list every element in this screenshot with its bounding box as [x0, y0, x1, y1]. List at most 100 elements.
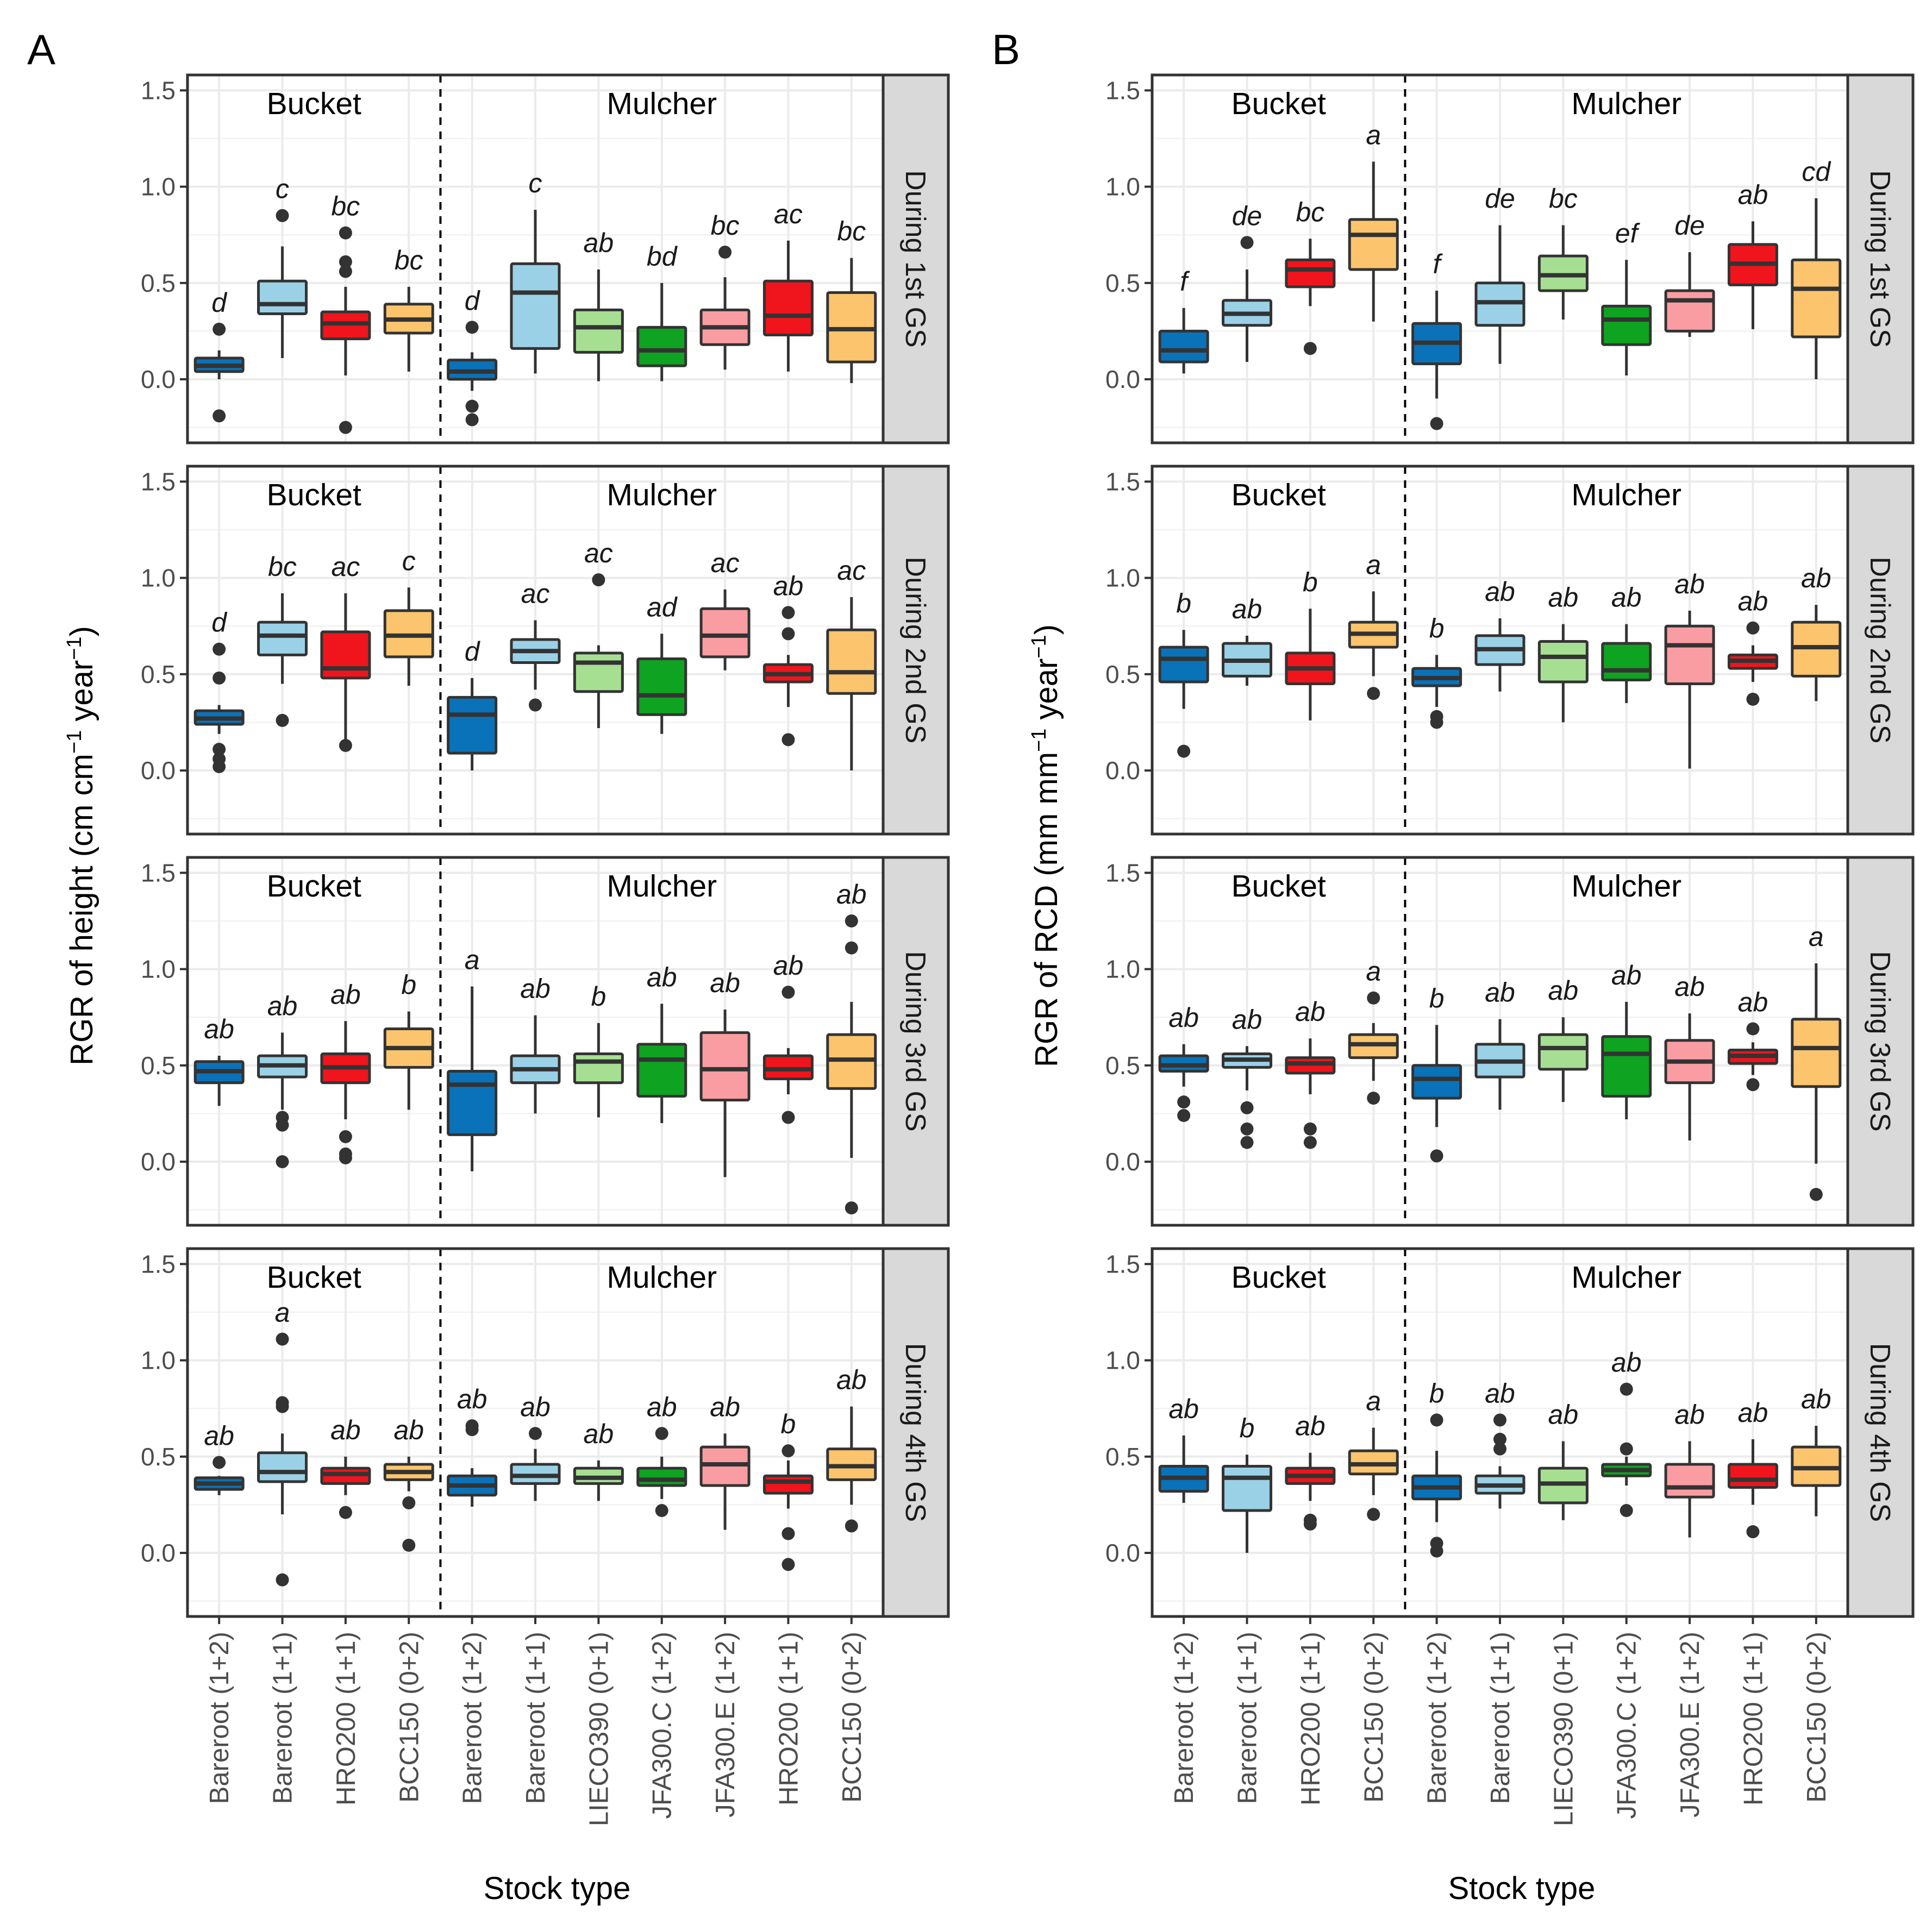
outlier-point [1430, 1413, 1443, 1427]
box-9: ab [699, 1392, 751, 1530]
significance-letter: b [1240, 1413, 1255, 1443]
significance-letter: ab [1168, 1394, 1199, 1424]
significance-letter: de [1674, 210, 1705, 241]
outlier-point [276, 1573, 289, 1587]
y-tick-label: 1.5 [141, 858, 176, 887]
significance-letter: c [276, 174, 289, 204]
box-9: ab [699, 968, 751, 1177]
box-5: a [447, 944, 498, 1171]
box-3: bc [320, 191, 371, 434]
outlier-point [781, 1558, 795, 1571]
significance-letter: ac [584, 538, 613, 568]
outlier-point [339, 1151, 352, 1164]
outlier-point [781, 733, 795, 747]
box-7: ab [573, 1419, 624, 1501]
box-8: ab [1601, 582, 1652, 703]
box-9: bc [699, 210, 751, 370]
y-tick-label: 0.5 [141, 1051, 176, 1080]
significance-letter: ab [1738, 1397, 1768, 1428]
y-tick-label: 0.0 [141, 1539, 176, 1567]
y-tick-label: 0.0 [141, 1148, 176, 1176]
outlier-point [781, 627, 795, 641]
significance-letter: d [465, 636, 481, 667]
outlier-point [1430, 417, 1443, 430]
x-tick-label: HRO200 (1+1) [1296, 1632, 1325, 1806]
outlier-point [212, 743, 226, 756]
outlier-point [339, 1130, 352, 1143]
box-body [699, 1031, 751, 1102]
box-2: ab [1222, 1004, 1273, 1149]
box-10: ab [1727, 1397, 1778, 1539]
significance-letter: ab [1168, 1002, 1199, 1033]
y-tick-label: 0.5 [1105, 269, 1140, 297]
box-body [1601, 642, 1652, 681]
group-label-bucket: Bucket [1231, 478, 1326, 512]
box-2: ab [257, 991, 308, 1169]
facet-strip [881, 856, 950, 1227]
significance-letter: ab [1548, 582, 1579, 613]
box-body [1601, 304, 1652, 346]
outlier-point [339, 1506, 352, 1519]
box-5: b [1411, 1378, 1462, 1558]
box-10: ab [1727, 586, 1778, 706]
significance-letter: ab [1485, 576, 1515, 607]
box-body [447, 1069, 498, 1136]
box-6: ab [1474, 977, 1525, 1110]
group-label-mulcher: Mulcher [1571, 869, 1681, 904]
group-label-mulcher: Mulcher [1571, 86, 1681, 121]
outlier-point [465, 321, 479, 334]
significance-letter: ab [204, 1014, 234, 1044]
significance-letter: b [1303, 567, 1318, 597]
facet-strip [1846, 856, 1915, 1227]
box-body [447, 695, 498, 755]
significance-letter: ab [836, 1365, 867, 1395]
box-body [257, 279, 308, 316]
outlier-point [781, 1111, 795, 1124]
significance-letter: ab [1738, 586, 1768, 617]
x-tick-label: Bareroot (1+2) [1423, 1632, 1452, 1804]
y-tick-label: 1.0 [141, 564, 176, 592]
x-tick-label: Bareroot (1+1) [1233, 1632, 1262, 1804]
box-3: ab [320, 1415, 371, 1519]
significance-letter: bc [332, 191, 360, 222]
box-body [636, 325, 687, 367]
box-7: b [573, 981, 624, 1118]
significance-letter: b [1429, 983, 1445, 1013]
box-11: ab [1791, 1384, 1842, 1516]
facet-strip [881, 73, 950, 444]
box-8: ab [636, 962, 687, 1124]
box-3: ac [320, 551, 371, 752]
y-axis-title-superscript: −1 [63, 730, 86, 754]
box-4: ab [383, 1415, 434, 1552]
significance-letter: ab [267, 991, 298, 1021]
outlier-point [276, 209, 289, 222]
significance-letter: cd [1802, 156, 1831, 187]
box-9: ac [699, 548, 751, 670]
y-tick-label: 1.5 [1105, 1250, 1140, 1278]
outlier-point [1746, 1078, 1760, 1092]
outlier-point [465, 399, 479, 413]
facet-strip-label: During 1st GS [1864, 170, 1896, 348]
y-tick-label: 0.5 [1105, 1051, 1140, 1080]
box-1: ab [193, 1420, 245, 1495]
box-7: ac [573, 538, 624, 729]
y-tick-label: 1.5 [1105, 467, 1140, 496]
significance-letter: ab [330, 1415, 361, 1445]
y-axis-title: RGR of height (cm cm−1 year−1) [63, 626, 99, 1066]
box-1: ab [1158, 1394, 1209, 1503]
facet-strip-label: During 4th GS [1864, 1343, 1896, 1522]
outlier-point [781, 1444, 795, 1458]
box-10: ab [1727, 179, 1778, 329]
y-tick-label: 1.0 [1105, 173, 1140, 201]
outlier-point [655, 1504, 668, 1518]
box-4: a [1348, 956, 1399, 1105]
box-2: de [1222, 200, 1273, 362]
facet-strip-label: During 4th GS [899, 1343, 931, 1522]
outlier-point [339, 265, 352, 278]
box-body [636, 657, 687, 716]
box-11: bc [826, 216, 877, 384]
